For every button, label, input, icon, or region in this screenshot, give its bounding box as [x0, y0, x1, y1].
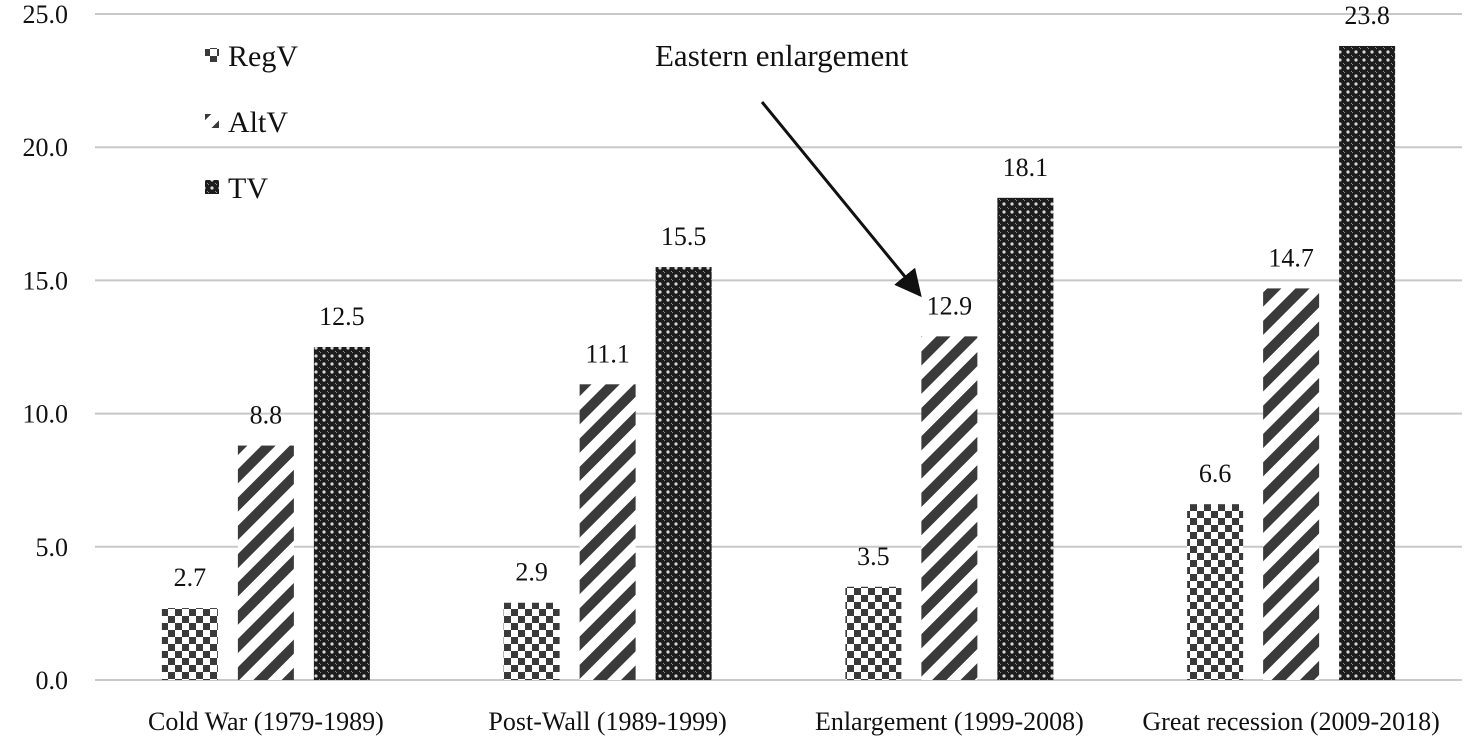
legend-swatch-altv	[205, 114, 219, 128]
x-category-label-1: Post-Wall (1989-1999)	[488, 707, 726, 736]
data-label-tv-0: 12.5	[319, 302, 365, 331]
data-label-altv-0: 8.8	[250, 401, 283, 430]
y-axis: 0.0 5.0 10.0 15.0 20.0 25.0	[23, 0, 69, 695]
x-category-label-3: Great recession (2009-2018)	[1142, 707, 1439, 736]
bar-tv-0	[313, 347, 370, 680]
bar-regv-0	[161, 608, 218, 680]
y-tick-label-0: 0.0	[36, 666, 69, 695]
legend: RegV AltV TV	[205, 40, 298, 205]
bar-regv-3	[1187, 504, 1244, 680]
bar-regv-1	[503, 602, 560, 680]
bar-regv-2	[845, 586, 902, 680]
bar-altv-2	[921, 336, 978, 680]
bar-tv-3	[1339, 45, 1396, 680]
data-label-tv-2: 18.1	[1003, 153, 1049, 182]
data-label-tv-3: 23.8	[1344, 1, 1390, 30]
data-label-altv-2: 12.9	[927, 291, 973, 320]
legend-label-tv: TV	[228, 172, 268, 205]
bar-altv-1	[579, 384, 636, 680]
bar-altv-0	[237, 445, 294, 680]
bar-tv-2	[997, 197, 1054, 681]
legend-item-regv: RegV	[205, 40, 298, 73]
bar-altv-3	[1263, 288, 1320, 680]
data-label-altv-3: 14.7	[1268, 243, 1314, 272]
x-category-label-2: Enlargement (1999-2008)	[815, 707, 1084, 736]
y-tick-label-3: 15.0	[23, 266, 69, 295]
bar-tv-1	[655, 267, 712, 680]
bars	[161, 45, 1396, 681]
gridlines	[95, 13, 1462, 681]
data-labels: 2.7 8.8 12.5 2.9 11.1 15.5 3.5 12.9 18.1 6.6 14.7 2…	[174, 1, 1390, 592]
x-axis: Cold War (1979-1989) Post-Wall (1989-1999…	[148, 707, 1440, 736]
annotation-text: Eastern enlargement	[655, 38, 909, 73]
x-category-label-0: Cold War (1979-1989)	[148, 707, 384, 736]
data-label-regv-1: 2.9	[515, 558, 548, 587]
y-tick-label-5: 25.0	[23, 0, 69, 29]
annotation: Eastern enlargement	[655, 38, 922, 298]
legend-item-altv: AltV	[205, 106, 288, 139]
legend-label-regv: RegV	[228, 40, 298, 73]
legend-swatch-tv	[205, 180, 219, 194]
data-label-tv-1: 15.5	[661, 222, 707, 251]
legend-label-altv: AltV	[228, 106, 288, 139]
data-label-regv-3: 6.6	[1199, 459, 1232, 488]
data-label-altv-1: 11.1	[585, 339, 630, 368]
data-label-regv-2: 3.5	[857, 542, 890, 571]
y-tick-label-4: 20.0	[23, 133, 69, 162]
annotation-arrow	[760, 101, 922, 298]
y-tick-label-2: 10.0	[23, 400, 69, 429]
data-label-regv-0: 2.7	[174, 563, 207, 592]
legend-item-tv: TV	[205, 172, 268, 205]
y-tick-label-1: 5.0	[36, 533, 69, 562]
legend-swatch-regv	[205, 48, 219, 62]
